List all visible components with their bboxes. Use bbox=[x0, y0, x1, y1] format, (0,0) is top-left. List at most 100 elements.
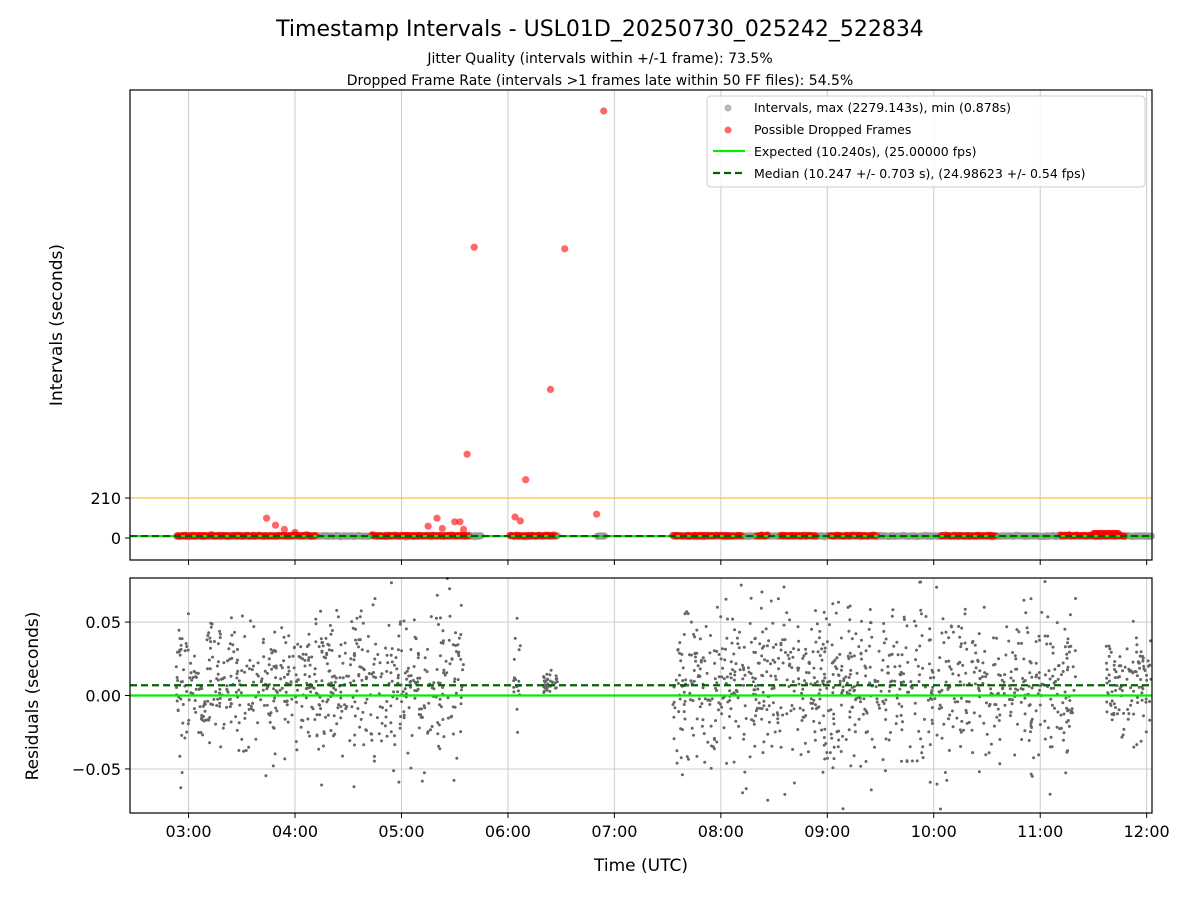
residual-point-1071 bbox=[732, 652, 736, 656]
residual-point-1249 bbox=[1062, 731, 1066, 735]
residual-point-1063 bbox=[869, 788, 873, 792]
residual-point-1539 bbox=[1034, 709, 1038, 713]
residual-point-1185 bbox=[977, 689, 981, 693]
residual-point-876 bbox=[724, 647, 727, 651]
residual-point-949 bbox=[882, 641, 886, 645]
residual-point-902 bbox=[752, 722, 756, 726]
residual-point-1487 bbox=[796, 666, 800, 670]
x-tick-label-9: 12:00 bbox=[1124, 822, 1170, 841]
residual-point-1476 bbox=[1007, 698, 1011, 701]
residual-point-666 bbox=[421, 715, 424, 719]
residual-point-859 bbox=[1019, 700, 1023, 704]
residual-point-1060 bbox=[847, 676, 851, 679]
residual-point-1513 bbox=[1016, 688, 1020, 692]
residual-point-70 bbox=[282, 635, 286, 639]
residual-point-220 bbox=[179, 697, 183, 701]
residual-point-1313 bbox=[832, 745, 836, 749]
residual-point-352 bbox=[343, 641, 347, 645]
residual-point-217 bbox=[235, 676, 239, 680]
residual-point-460 bbox=[403, 687, 407, 691]
residual-point-371 bbox=[372, 759, 376, 763]
residual-point-1032 bbox=[798, 706, 802, 710]
residual-point-1124 bbox=[997, 719, 1001, 722]
residual-point-1661 bbox=[971, 751, 975, 755]
residual-point-167 bbox=[236, 669, 240, 673]
residual-point-734 bbox=[1043, 580, 1047, 584]
residual-point-1684 bbox=[1105, 661, 1108, 665]
residual-point-547 bbox=[402, 716, 406, 720]
residual-point-824 bbox=[821, 770, 825, 774]
residual-point-1425 bbox=[769, 662, 772, 666]
residual-point-536 bbox=[370, 732, 374, 736]
residual-point-58 bbox=[212, 697, 216, 701]
residual-point-1731 bbox=[1139, 678, 1143, 681]
residual-point-99 bbox=[218, 696, 222, 700]
residual-point-1195 bbox=[779, 706, 783, 710]
residual-point-1371 bbox=[691, 699, 695, 703]
residual-point-1694 bbox=[1141, 659, 1145, 663]
legend-marker-intervals bbox=[724, 104, 732, 112]
residual-point-621 bbox=[324, 656, 328, 660]
residual-point-642 bbox=[331, 675, 334, 679]
residual-point-1084 bbox=[792, 689, 796, 693]
residual-point-812 bbox=[886, 665, 890, 669]
residual-point-580 bbox=[321, 644, 325, 648]
residual-point-1768 bbox=[1142, 664, 1146, 668]
residual-point-535 bbox=[364, 701, 368, 705]
residual-point-269 bbox=[273, 630, 277, 634]
residual-point-704 bbox=[542, 691, 546, 694]
residual-point-571 bbox=[343, 703, 346, 707]
residual-point-686 bbox=[513, 636, 517, 640]
residual-point-212 bbox=[200, 687, 204, 691]
residual-point-867 bbox=[938, 703, 942, 707]
residual-point-880 bbox=[814, 640, 818, 644]
residual-point-1723 bbox=[1120, 735, 1124, 739]
residual-point-468 bbox=[456, 643, 460, 647]
residual-point-1266 bbox=[1052, 686, 1056, 690]
residual-point-1250 bbox=[742, 683, 746, 687]
residual-point-1586 bbox=[784, 651, 787, 654]
residual-point-1478 bbox=[728, 715, 731, 718]
residual-point-1273 bbox=[1009, 670, 1013, 674]
residual-point-1473 bbox=[776, 721, 780, 725]
residual-point-1636 bbox=[680, 652, 684, 656]
intervals-y-ticks: 0 210 bbox=[90, 489, 130, 548]
residual-point-1611 bbox=[893, 665, 897, 669]
residual-point-263 bbox=[268, 720, 272, 724]
residual-point-1572 bbox=[726, 617, 729, 621]
residual-point-3 bbox=[185, 645, 189, 648]
residual-point-1361 bbox=[929, 696, 933, 700]
residual-point-688 bbox=[512, 657, 516, 661]
residual-point-1690 bbox=[1135, 674, 1139, 678]
residual-point-230 bbox=[255, 672, 259, 676]
residual-point-747 bbox=[774, 643, 778, 646]
residual-point-152 bbox=[180, 771, 184, 774]
residual-point-1498 bbox=[800, 691, 804, 695]
residual-point-723 bbox=[545, 688, 549, 692]
residual-point-1484 bbox=[1066, 709, 1070, 713]
residual-point-1597 bbox=[800, 719, 804, 722]
residual-point-956 bbox=[699, 658, 703, 662]
residual-point-243 bbox=[186, 612, 190, 616]
residual-point-1342 bbox=[900, 705, 904, 708]
residual-point-323 bbox=[202, 719, 206, 723]
residual-point-643 bbox=[395, 667, 399, 671]
residual-point-342 bbox=[374, 642, 378, 646]
residual-point-1571 bbox=[834, 665, 837, 669]
residual-point-226 bbox=[308, 734, 311, 738]
residual-point-1087 bbox=[896, 653, 900, 657]
residual-point-434 bbox=[319, 609, 323, 613]
residual-point-336 bbox=[399, 715, 403, 718]
residual-point-1134 bbox=[694, 659, 698, 663]
residual-point-1381 bbox=[929, 691, 933, 695]
residual-point-982 bbox=[899, 670, 903, 674]
residual-point-1417 bbox=[963, 612, 967, 616]
residual-point-782 bbox=[995, 715, 999, 719]
dropped-frame-outlier-7 bbox=[451, 518, 459, 526]
residual-point-395 bbox=[389, 704, 393, 708]
residual-point-539 bbox=[325, 662, 329, 666]
residual-point-97 bbox=[184, 642, 188, 645]
residual-point-115 bbox=[278, 688, 282, 692]
residual-point-955 bbox=[1056, 677, 1060, 681]
residual-point-1059 bbox=[823, 757, 827, 761]
